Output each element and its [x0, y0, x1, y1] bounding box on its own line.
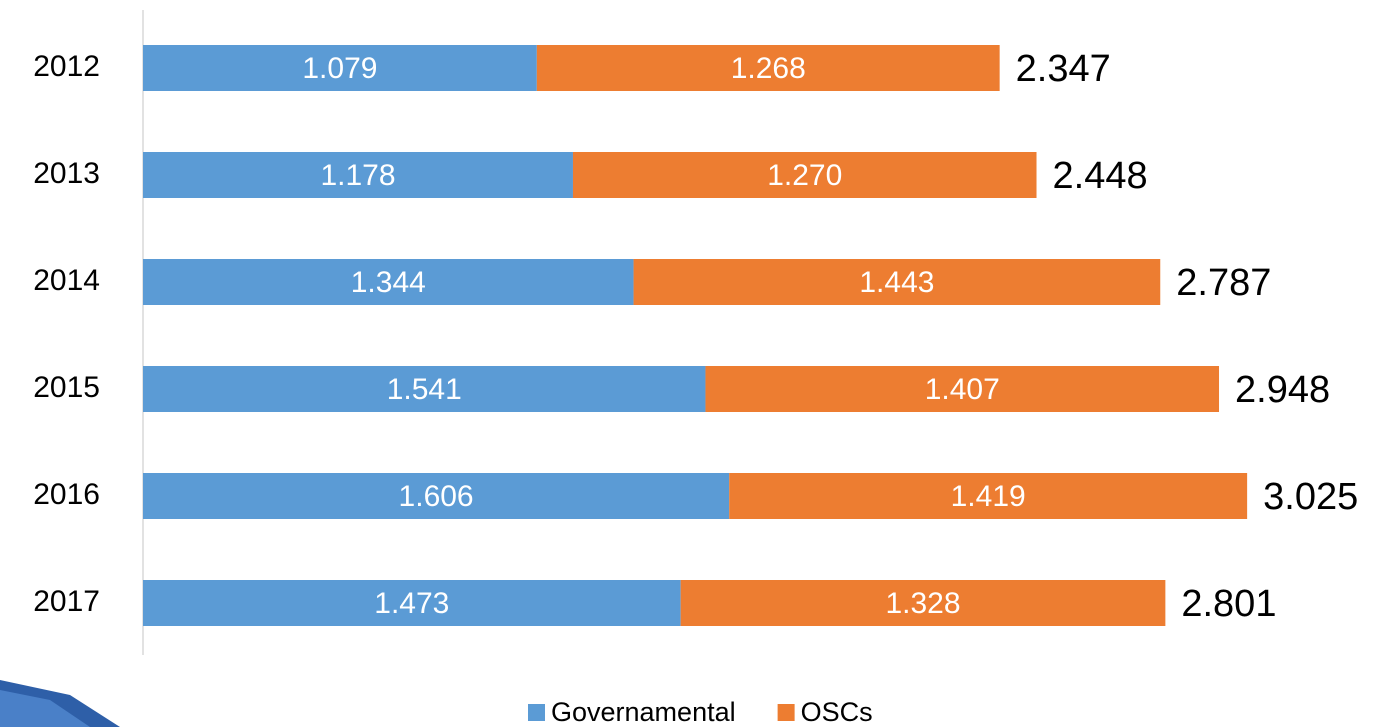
data-label: 1.443 [859, 266, 934, 299]
decoration [0, 690, 90, 727]
data-label: 1.344 [351, 266, 426, 299]
data-label: 1.270 [767, 159, 842, 192]
bar-segment [729, 473, 1248, 519]
bar-segment [143, 473, 730, 519]
bar-segment [705, 366, 1220, 412]
y-tick-label: 2017 [33, 585, 100, 618]
bar-segment [143, 259, 634, 305]
total-label: 2.347 [1016, 48, 1111, 90]
total-label: 2.787 [1176, 262, 1271, 304]
total-label: 2.801 [1181, 583, 1276, 625]
legend-label: OSCs [801, 697, 873, 727]
bar-segment [572, 152, 1037, 198]
bar-segment [536, 45, 1000, 91]
legend-swatch [777, 704, 795, 721]
y-tick-label: 2014 [33, 264, 100, 297]
total-label: 2.948 [1235, 369, 1330, 411]
data-label: 1.407 [925, 373, 1000, 406]
data-label: 1.178 [320, 159, 395, 192]
bar-segment [143, 580, 681, 626]
data-label: 1.541 [387, 373, 462, 406]
data-label: 1.419 [951, 480, 1026, 513]
y-tick-label: 2013 [33, 157, 100, 190]
legend-swatch [528, 704, 545, 721]
data-label: 1.268 [731, 52, 806, 85]
y-tick-label: 2015 [33, 371, 100, 404]
total-label: 2.448 [1053, 155, 1148, 197]
legend-label: Governamental [551, 697, 736, 727]
bar-segment [143, 152, 573, 198]
total-label: 3.025 [1263, 476, 1358, 518]
data-label: 1.328 [885, 587, 960, 620]
bar-segment [143, 45, 537, 91]
bar-segment [680, 580, 1166, 626]
data-label: 1.079 [302, 52, 377, 85]
bar-segment [143, 366, 706, 412]
y-tick-label: 2012 [33, 50, 100, 83]
bar-segment [633, 259, 1161, 305]
data-label: 1.473 [374, 587, 449, 620]
data-label: 1.606 [399, 480, 474, 513]
y-tick-label: 2016 [33, 478, 100, 511]
